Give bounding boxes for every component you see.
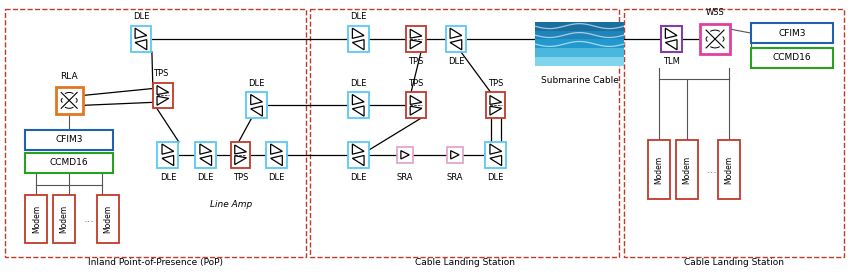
- Text: Modem: Modem: [104, 205, 112, 233]
- Bar: [97, 195, 119, 243]
- Bar: [660, 26, 682, 52]
- Bar: [131, 26, 151, 52]
- Text: CCMD16: CCMD16: [773, 53, 811, 62]
- Text: Submarine Cable: Submarine Cable: [541, 76, 619, 85]
- Bar: [5, 9, 306, 257]
- Bar: [535, 57, 625, 66]
- Bar: [751, 23, 833, 43]
- Text: Modem: Modem: [31, 205, 41, 233]
- Bar: [649, 140, 670, 199]
- Text: DLE: DLE: [350, 12, 366, 21]
- Bar: [446, 147, 463, 163]
- Text: Inland Point-of-Presence (PoP): Inland Point-of-Presence (PoP): [88, 258, 224, 267]
- Text: DLE: DLE: [350, 173, 366, 182]
- Text: RLA: RLA: [60, 72, 78, 81]
- Text: DLE: DLE: [448, 57, 464, 66]
- Text: ...: ...: [706, 165, 717, 175]
- Bar: [406, 92, 426, 118]
- Bar: [535, 48, 625, 57]
- Bar: [348, 92, 369, 118]
- Bar: [535, 22, 625, 31]
- Text: Cable Landing Station: Cable Landing Station: [415, 258, 515, 267]
- Text: SRA: SRA: [446, 173, 463, 182]
- Text: Modem: Modem: [654, 156, 664, 184]
- Bar: [26, 153, 113, 173]
- Bar: [54, 195, 75, 243]
- Text: DLE: DLE: [269, 173, 285, 182]
- Text: WSS: WSS: [706, 8, 724, 17]
- Bar: [266, 142, 286, 168]
- Bar: [153, 82, 173, 108]
- Text: DLE: DLE: [248, 79, 264, 87]
- Bar: [310, 9, 620, 257]
- Text: TPS: TPS: [153, 68, 168, 78]
- Bar: [535, 39, 625, 48]
- Text: TPS: TPS: [488, 79, 503, 87]
- Text: ...: ...: [83, 214, 94, 224]
- Text: TPS: TPS: [408, 57, 423, 66]
- Text: TPS: TPS: [408, 79, 423, 87]
- Bar: [486, 92, 506, 118]
- Text: Cable Landing Station: Cable Landing Station: [684, 258, 784, 267]
- Text: CCMD16: CCMD16: [50, 158, 88, 167]
- Text: DLE: DLE: [197, 173, 214, 182]
- Bar: [485, 142, 506, 168]
- Bar: [751, 48, 833, 68]
- Bar: [348, 142, 369, 168]
- Bar: [55, 87, 82, 114]
- Bar: [406, 26, 426, 52]
- Bar: [677, 140, 698, 199]
- Text: DLE: DLE: [133, 12, 149, 21]
- Text: DLE: DLE: [488, 173, 504, 182]
- Text: Modem: Modem: [60, 205, 69, 233]
- Text: TPS: TPS: [233, 173, 248, 182]
- Bar: [26, 130, 113, 150]
- Bar: [397, 147, 413, 163]
- Text: SRA: SRA: [397, 173, 413, 182]
- Bar: [625, 9, 844, 257]
- Bar: [231, 142, 250, 168]
- Bar: [700, 24, 730, 54]
- Text: CFIM3: CFIM3: [778, 28, 806, 38]
- Bar: [348, 26, 369, 52]
- Bar: [157, 142, 178, 168]
- Bar: [445, 26, 467, 52]
- Text: Modem: Modem: [683, 156, 692, 184]
- Text: Line Amp: Line Amp: [209, 200, 252, 209]
- Bar: [196, 142, 216, 168]
- Bar: [246, 92, 267, 118]
- Bar: [718, 140, 740, 199]
- Bar: [535, 31, 625, 39]
- Text: Modem: Modem: [724, 156, 734, 184]
- Text: DLE: DLE: [350, 79, 366, 87]
- Text: TLM: TLM: [663, 57, 680, 66]
- Text: CFIM3: CFIM3: [55, 135, 83, 144]
- Bar: [26, 195, 48, 243]
- Text: DLE: DLE: [160, 173, 176, 182]
